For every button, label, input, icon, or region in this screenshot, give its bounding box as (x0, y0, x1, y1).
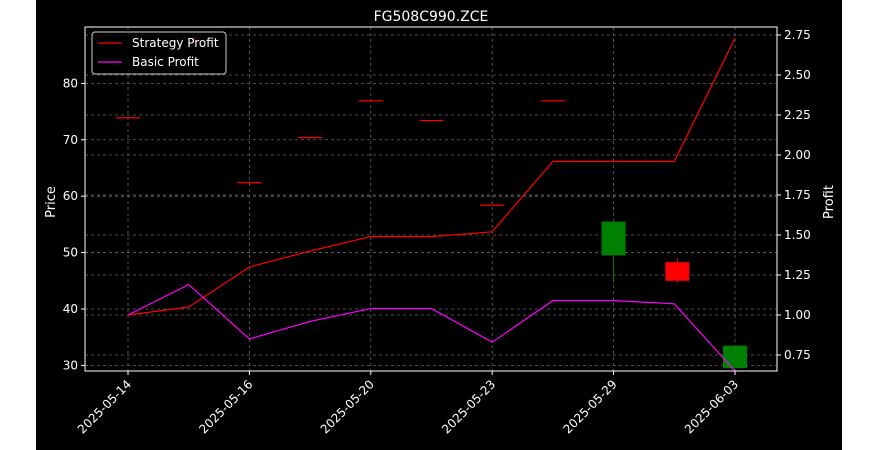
right-tick-label: 1.25 (784, 268, 811, 282)
right-tick-label: 2.25 (784, 108, 811, 122)
right-tick-label: 2.75 (784, 28, 811, 42)
candle-body (601, 221, 626, 256)
candle-body (116, 117, 140, 119)
left-axis-title: Price (44, 186, 59, 218)
candle-layer (116, 38, 747, 369)
right-tick-label: 1.75 (784, 188, 811, 202)
series-line (127, 283, 736, 372)
chart-svg: FG508C990.ZCE 30 40 50 60 70 80 0.75 1.00 1.25 1… (44, 9, 837, 436)
x-tick-label: 2025-05-20 (318, 377, 377, 436)
x-tick-label: 2025-05-14 (75, 377, 134, 436)
candle-body (665, 262, 690, 281)
candle-body (480, 204, 505, 206)
x-tick-label: 2025-05-29 (561, 377, 620, 436)
legend: Strategy Profit Basic Profit (91, 31, 227, 75)
right-axis-title: Profit (822, 185, 837, 219)
legend-label-strategy: Strategy Profit (132, 36, 219, 50)
candle-body (298, 136, 323, 139)
right-axis: 0.75 1.00 1.25 1.50 1.75 2.00 2.25 2.50 2.75 (777, 28, 811, 362)
left-tick-label: 60 (63, 189, 78, 203)
candle-body (540, 100, 565, 102)
right-tick-label: 2.50 (784, 68, 811, 82)
right-tick-label: 1.00 (784, 308, 811, 322)
left-tick-label: 30 (63, 358, 78, 372)
left-tick-label: 80 (63, 76, 78, 90)
right-tick-label: 1.50 (784, 228, 811, 242)
candle-body (723, 345, 747, 369)
x-tick-label: 2025-05-16 (196, 377, 255, 436)
plot-frame (84, 26, 778, 372)
legend-box (91, 31, 227, 75)
left-tick-label: 40 (63, 302, 78, 316)
candle-body (358, 100, 383, 102)
x-tick-label: 2025-05-23 (439, 377, 498, 436)
left-tick-label: 70 (63, 133, 78, 147)
grid-layer (85, 27, 777, 371)
left-axis: 30 40 50 60 70 80 (63, 76, 85, 372)
line-layer (127, 37, 736, 372)
chart-figure: FG508C990.ZCE 30 40 50 60 70 80 0.75 1.00 1.25 1… (36, 0, 842, 450)
left-tick-label: 50 (63, 246, 78, 260)
right-tick-label: 0.75 (784, 348, 811, 362)
candle-body (237, 182, 262, 184)
series-line (127, 37, 736, 316)
right-tick-label: 2.00 (784, 148, 811, 162)
x-tick-label: 2025-06-03 (682, 377, 741, 436)
legend-label-basic: Basic Profit (132, 55, 199, 69)
x-axis: 2025-05-14 2025-05-16 2025-05-20 2025-05-23… (75, 371, 741, 436)
chart-title: FG508C990.ZCE (374, 9, 489, 25)
candle-body (419, 120, 444, 122)
